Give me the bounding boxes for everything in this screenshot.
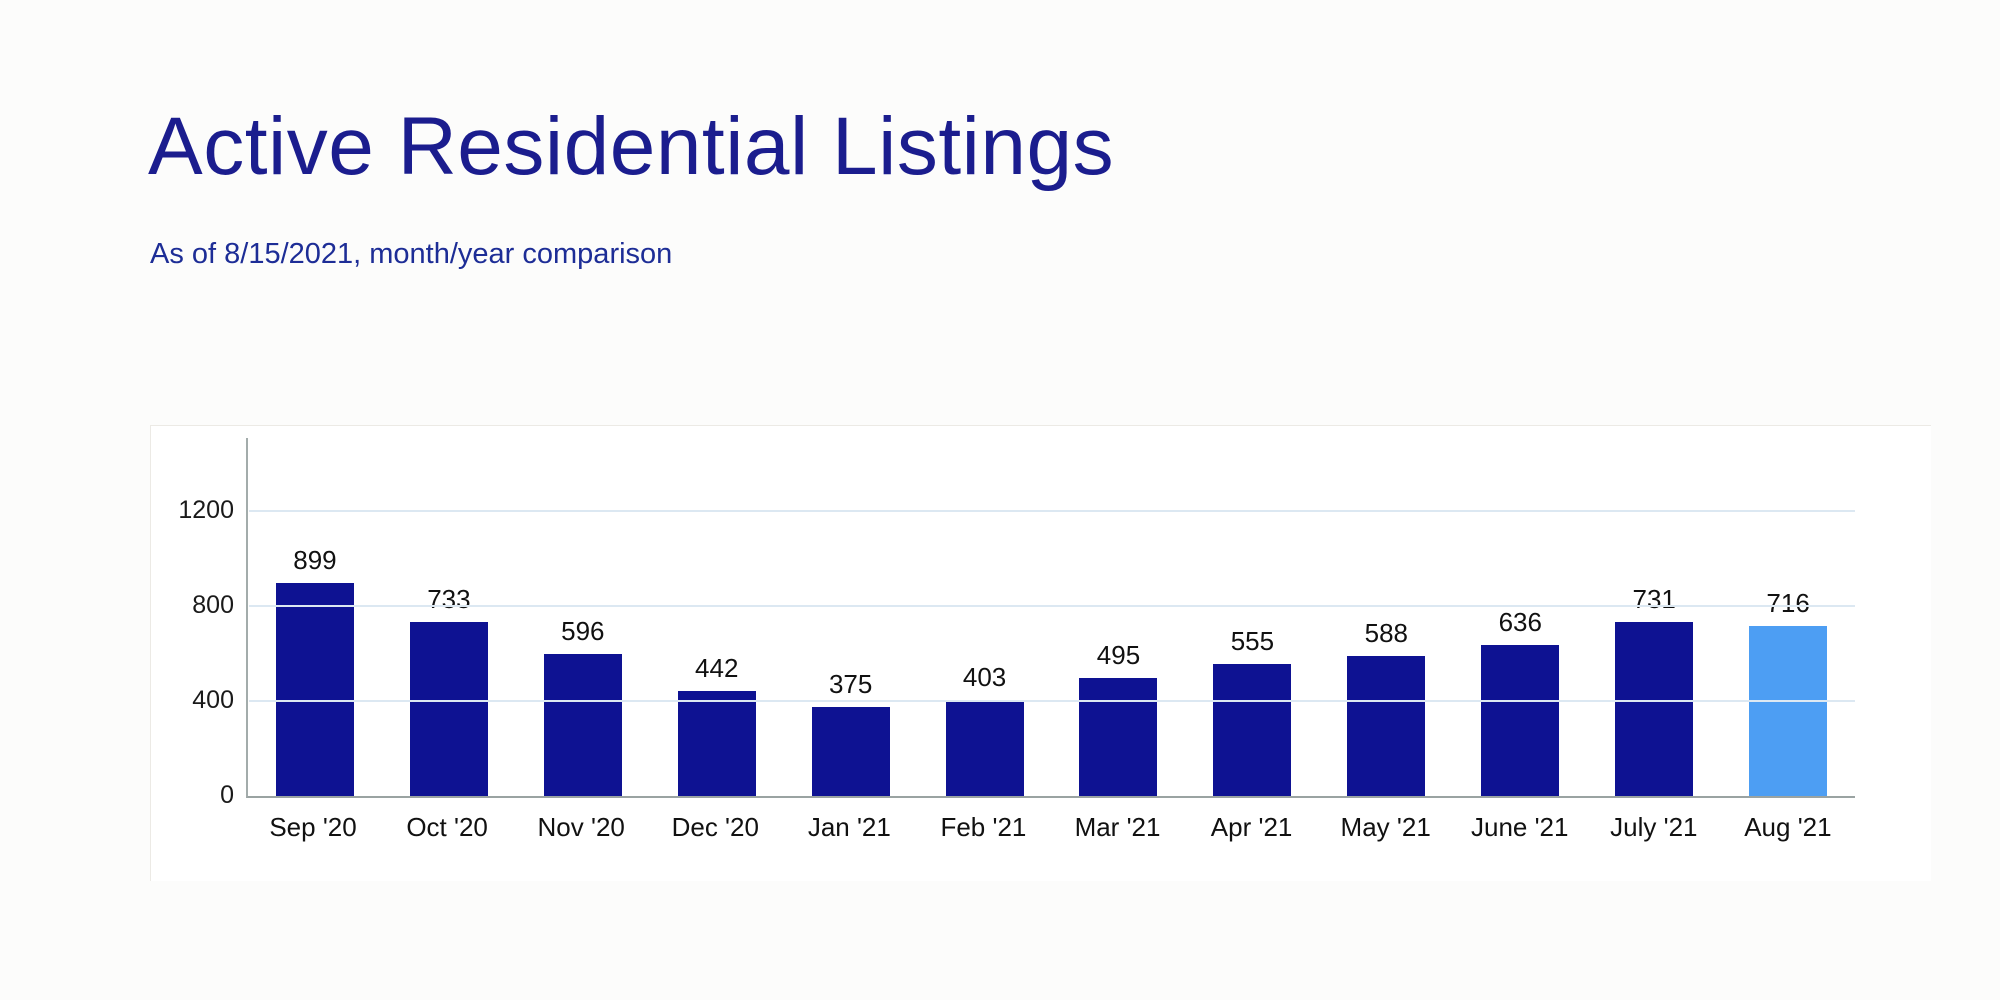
- bar-column: 495: [1052, 438, 1186, 796]
- bar-value-label: 899: [293, 544, 337, 575]
- chart-title: Active Residential Listings: [148, 101, 1115, 192]
- bar-july-21: [1615, 622, 1694, 796]
- x-axis-label: Nov '20: [537, 812, 625, 842]
- x-axis-label: Sep '20: [269, 812, 357, 842]
- bar-apr-21: [1213, 664, 1292, 796]
- bar-column: 442: [650, 438, 784, 796]
- bar-value-label: 555: [1230, 626, 1275, 657]
- x-axis-label: Mar '21: [1074, 812, 1161, 842]
- bar-value-label: 588: [1364, 618, 1409, 649]
- bar-column: 636: [1453, 438, 1587, 796]
- bar-feb-21: [945, 700, 1024, 796]
- bar-column: 555: [1185, 438, 1319, 796]
- gridline-400: [249, 700, 1855, 702]
- chart-subtitle: As of 8/15/2021, month/year comparison: [150, 238, 673, 270]
- bar-column: 375: [784, 438, 918, 796]
- bar-column: 733: [382, 438, 516, 796]
- bar-value-label: 442: [695, 653, 739, 684]
- bar-june-21: [1481, 644, 1560, 796]
- bar-value-label: 731: [1632, 584, 1676, 615]
- x-axis-label: Oct '20: [406, 812, 488, 842]
- y-axis-tick-label-0: 0: [220, 781, 234, 809]
- bar-value-label: 733: [427, 583, 471, 614]
- x-axis-labels: Sep '20 Oct '20 Nov '20 Dec '20 Jan '21 Feb '…: [246, 812, 1855, 843]
- bar-value-label: 403: [962, 662, 1007, 693]
- x-axis-label: Aug '21: [1744, 812, 1832, 842]
- bar-columns: 899 733 596 442 375 403 495 555 588 636 731 716: [248, 438, 1855, 796]
- y-axis-tick-label-1200: 1200: [178, 496, 234, 524]
- x-axis-label: Jan '21: [807, 812, 891, 842]
- bar-column: 899: [248, 438, 382, 796]
- bar-oct-20: [409, 621, 488, 796]
- bar-column: 403: [918, 438, 1052, 796]
- bar-dec-20: [677, 691, 756, 796]
- y-axis-tick-label-800: 800: [192, 591, 234, 619]
- bar-may-21: [1347, 656, 1426, 796]
- x-axis-label: June '21: [1470, 812, 1569, 842]
- x-axis-label: Dec '20: [671, 812, 759, 842]
- bar-column: 596: [516, 438, 650, 796]
- bar-sep-20: [275, 582, 354, 796]
- bar-mar-21: [1079, 678, 1158, 796]
- bar-column: 731: [1587, 438, 1721, 796]
- bar-value-label: 596: [561, 616, 605, 647]
- x-axis-label: May '21: [1340, 812, 1431, 842]
- x-axis-label: Feb '21: [940, 812, 1027, 842]
- bar-column: 588: [1319, 438, 1453, 796]
- bar-jan-21: [811, 706, 890, 796]
- gridline-1200: [249, 510, 1855, 512]
- y-axis-tick-label-400: 400: [192, 686, 234, 714]
- bar-nov-20: [543, 654, 622, 796]
- bar-value-label: 716: [1766, 587, 1810, 618]
- bar-value-label: 636: [1498, 606, 1542, 637]
- bar-aug-21: [1749, 625, 1828, 796]
- bar-chart-plot-area: 899 733 596 442 375 403 495 555 588 636 731 716 0 40…: [178, 438, 1855, 808]
- gridline-800: [249, 605, 1855, 607]
- x-axis-label: July '21: [1610, 812, 1698, 842]
- x-axis-label: Apr '21: [1210, 812, 1293, 842]
- bar-value-label: 495: [1096, 640, 1141, 671]
- bar-value-label: 375: [828, 668, 873, 699]
- bar-column: 716: [1721, 438, 1855, 796]
